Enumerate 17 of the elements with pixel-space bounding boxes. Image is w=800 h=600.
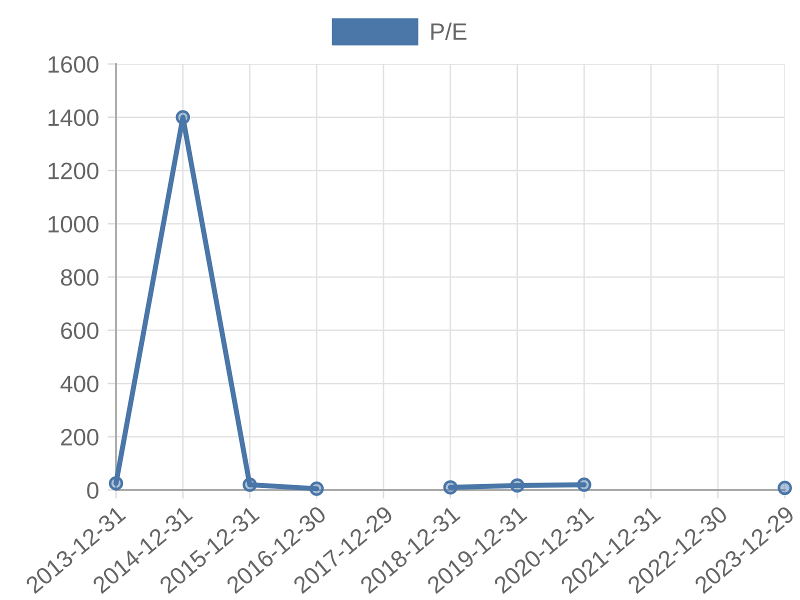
point [443,480,458,495]
point [577,478,592,492]
point [242,478,257,492]
legend-label: P/E [431,22,466,40]
point [309,482,324,496]
y-tick-label: 1000 [48,216,98,233]
y-tick-label: 0 [87,482,98,499]
point [778,480,792,496]
y-tick-label: 400 [60,376,98,392]
point [176,110,190,124]
y-tick-label: 800 [60,269,98,286]
y-tick-label: 1400 [48,109,98,126]
y-tick-label: 1200 [48,162,98,180]
y-tick-label: 1600 [48,56,98,73]
point [510,478,524,493]
y-tick-label: 600 [61,322,98,340]
y-tick-label: 200 [61,428,98,446]
